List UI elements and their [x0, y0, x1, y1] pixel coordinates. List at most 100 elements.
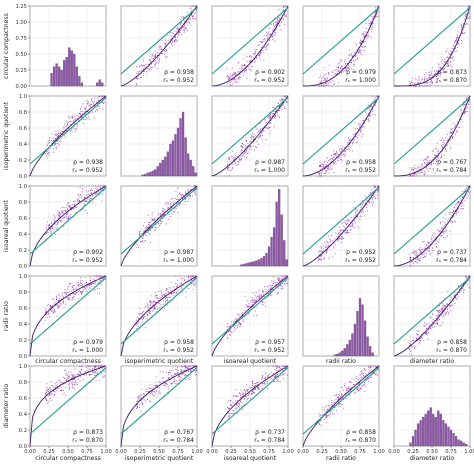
- y-tick-label: 0.4: [19, 142, 28, 148]
- scatter-point: [81, 365, 84, 367]
- scatter-point: [434, 172, 436, 174]
- scatter-point: [416, 333, 419, 335]
- scatter-point: [185, 290, 187, 292]
- scatter-point: [330, 239, 332, 241]
- scatter-point: [177, 279, 179, 281]
- y-tick-label: 1.25: [15, 4, 27, 10]
- y-axis-label: isoperimetric quotient: [3, 101, 10, 170]
- scatter-point: [75, 282, 77, 284]
- scatter-point: [266, 31, 268, 34]
- scatter-point: [193, 275, 195, 277]
- scatter-point: [362, 119, 364, 122]
- scatter-point: [65, 125, 67, 128]
- scatter-point: [179, 18, 181, 21]
- scatter-point: [376, 7, 378, 9]
- scatter-point: [278, 287, 280, 289]
- scatter-point: [448, 218, 450, 220]
- scatter-point: [231, 331, 233, 333]
- scatter-point: [253, 301, 255, 303]
- scatter-point: [254, 48, 256, 50]
- scatter-point: [321, 254, 323, 256]
- scatter-point: [426, 334, 428, 336]
- scatter-point: [352, 141, 354, 143]
- histogram-bar: [356, 311, 359, 357]
- scatter-point: [447, 138, 449, 140]
- y-tick-label: 0.4: [19, 232, 28, 238]
- scatter-point: [73, 288, 75, 290]
- scatter-point: [415, 346, 417, 348]
- scatter-point: [53, 309, 55, 311]
- scatter-point: [103, 375, 105, 377]
- scatter-point: [341, 223, 343, 225]
- scatter-point: [282, 18, 285, 20]
- scatter-point: [178, 32, 180, 34]
- scatter-point: [360, 131, 362, 134]
- scatter-point: [446, 51, 448, 53]
- scatter-point: [58, 298, 60, 300]
- scatter-point: [144, 306, 146, 308]
- scatter-point: [100, 372, 103, 374]
- scatter-point: [238, 322, 240, 324]
- scatter-point: [445, 60, 447, 62]
- scatter-point: [72, 115, 74, 117]
- scatter-point: [342, 71, 344, 73]
- scatter-point: [56, 143, 58, 145]
- scatter-point: [187, 371, 190, 373]
- scatter-point: [457, 209, 459, 211]
- scatter-point: [455, 221, 457, 223]
- scatter-point: [189, 7, 191, 9]
- scatter-point: [440, 324, 442, 326]
- scatter-point: [447, 308, 449, 311]
- scatter-point: [327, 159, 329, 161]
- scatter-point: [342, 237, 344, 239]
- scatter-point: [78, 290, 80, 292]
- scatter-point: [79, 283, 81, 285]
- scatter-point: [320, 171, 322, 173]
- scatter-point: [139, 234, 141, 236]
- scatter-point: [57, 214, 59, 216]
- histogram-bar: [159, 163, 162, 177]
- scatter-point: [243, 143, 245, 146]
- scatter-point: [232, 160, 234, 162]
- spearman-label: rₛ = 1.000: [163, 257, 194, 264]
- scatter-point: [354, 214, 356, 217]
- scatter-point: [85, 281, 87, 283]
- scatter-point: [337, 235, 339, 237]
- scatter-point: [239, 76, 241, 78]
- scatter-point: [73, 128, 75, 130]
- scatter-point: [329, 249, 331, 251]
- scatter-point: [179, 283, 181, 285]
- scatter-point: [441, 302, 443, 304]
- y-tick-label: 0.4: [19, 412, 28, 418]
- scatter-point: [318, 85, 320, 87]
- scatter-point: [68, 203, 70, 205]
- scatter-point: [144, 67, 146, 69]
- scatter-point: [345, 233, 347, 235]
- scatter-point: [185, 296, 187, 298]
- scatter-point: [51, 309, 53, 311]
- scatter-point: [431, 71, 433, 73]
- scatter-point: [418, 85, 420, 87]
- scatter-point: [446, 65, 448, 68]
- scatter-point: [187, 24, 189, 26]
- scatter-point: [175, 198, 178, 200]
- scatter-point: [100, 275, 102, 277]
- scatter-point: [338, 157, 340, 159]
- scatter-point: [229, 334, 231, 336]
- scatter-point: [229, 169, 231, 171]
- scatter-point: [141, 228, 143, 231]
- scatter-point: [154, 228, 157, 231]
- scatter-point: [84, 287, 86, 289]
- scatter-point: [57, 140, 59, 142]
- scatter-point: [152, 67, 154, 69]
- scatter-point: [457, 298, 459, 300]
- scatter-point: [75, 287, 77, 289]
- scatter-point: [460, 29, 462, 31]
- scatter-point: [432, 150, 434, 153]
- scatter-point: [94, 95, 96, 97]
- scatter-point: [173, 211, 175, 213]
- scatter-point: [346, 232, 348, 234]
- scatter-point: [419, 77, 421, 79]
- scatter-point: [451, 137, 454, 139]
- scatter-point: [445, 218, 447, 220]
